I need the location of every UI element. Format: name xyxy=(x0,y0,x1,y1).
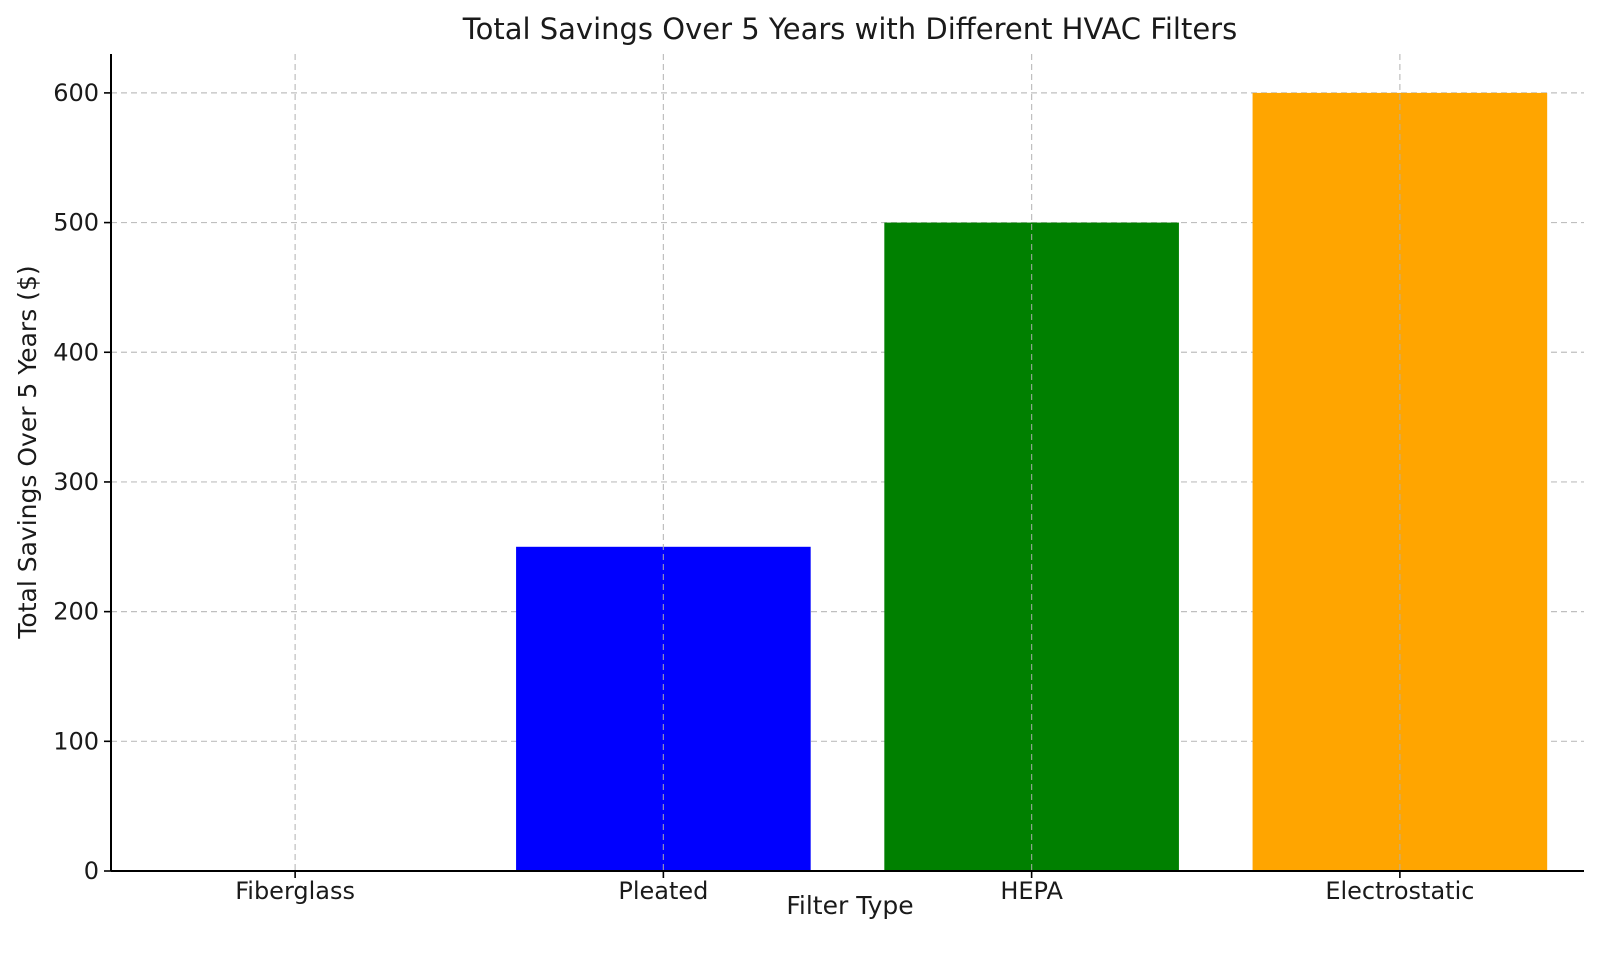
y-tick-label: 500 xyxy=(53,209,99,237)
axes xyxy=(110,54,1584,872)
y-tick-label: 0 xyxy=(84,857,99,885)
y-tick-label: 100 xyxy=(53,727,99,755)
chart-title: Total Savings Over 5 Years with Differen… xyxy=(462,12,1237,46)
bar-electrostatic xyxy=(1252,92,1548,871)
x-tick-label: HEPA xyxy=(1000,877,1063,905)
x-ticks: Fiberglass Pleated HEPA Electrostatic xyxy=(235,871,1474,905)
x-axis-label: Filter Type xyxy=(786,891,913,920)
x-tick-label: Electrostatic xyxy=(1325,877,1474,905)
vertical-grid xyxy=(294,54,1401,871)
y-axis-label: Total Savings Over 5 Years ($) xyxy=(13,265,42,639)
x-tick-label: Pleated xyxy=(618,877,708,905)
y-tick-label: 200 xyxy=(53,598,99,626)
y-tick-label: 600 xyxy=(53,79,99,107)
y-ticks: 0 100 200 300 400 500 600 xyxy=(53,79,111,885)
y-tick-label: 300 xyxy=(53,468,99,496)
y-tick-label: 400 xyxy=(53,338,99,366)
x-tick-label: Fiberglass xyxy=(235,877,355,905)
bars xyxy=(516,92,1548,872)
